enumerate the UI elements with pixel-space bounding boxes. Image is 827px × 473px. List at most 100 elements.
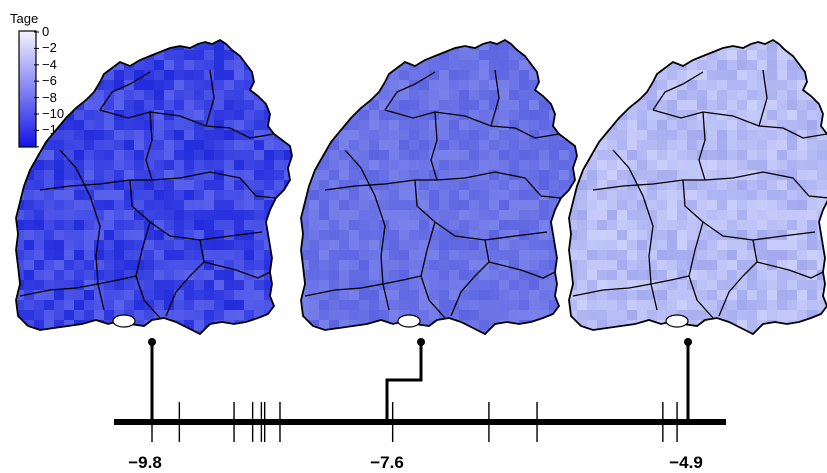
map-cell: [224, 180, 234, 190]
map-cell: [184, 310, 194, 320]
map-cell: [757, 200, 767, 210]
map-cell: [717, 80, 727, 90]
connector-left-dot: [148, 338, 156, 346]
legend-tick-4: −8: [42, 90, 57, 105]
map-cell: [154, 120, 164, 130]
map-cell: [359, 90, 369, 100]
map-cell: [489, 300, 499, 310]
map-cell: [34, 200, 44, 210]
map-cell: [274, 320, 284, 330]
map-cell: [577, 40, 587, 50]
map-cell: [577, 270, 587, 280]
map-cell: [439, 220, 449, 230]
map-cell: [439, 210, 449, 220]
map-cell: [797, 200, 807, 210]
map-cell: [184, 260, 194, 270]
map-cell: [597, 310, 607, 320]
map-cell: [254, 320, 264, 330]
map-cell: [767, 50, 777, 60]
map-cell: [389, 160, 399, 170]
map-cell: [787, 210, 797, 220]
map-cell: [84, 130, 94, 140]
map-cell: [274, 300, 284, 310]
map-cell: [204, 270, 214, 280]
map-cell: [84, 70, 94, 80]
map-cell: [787, 280, 797, 290]
map-cell: [124, 90, 134, 100]
map-cell: [309, 320, 319, 330]
map-cell: [479, 70, 489, 80]
map-cell: [134, 130, 144, 140]
map-cell: [577, 230, 587, 240]
map-cell: [294, 130, 304, 140]
map-cell: [727, 220, 737, 230]
map-cell: [349, 140, 359, 150]
map-cell: [339, 260, 349, 270]
map-cell: [459, 290, 469, 300]
map-cell: [459, 170, 469, 180]
map-cell: [24, 300, 34, 310]
map-cell: [214, 120, 224, 130]
map-cell: [439, 310, 449, 320]
map-cell: [114, 140, 124, 150]
map-cell: [274, 200, 284, 210]
map-cell: [349, 210, 359, 220]
map-cell: [677, 220, 687, 230]
map-cell: [84, 100, 94, 110]
map-cell: [409, 280, 419, 290]
map-cell: [339, 250, 349, 260]
map-cell: [587, 170, 597, 180]
map-cell: [124, 270, 134, 280]
map-cell: [469, 270, 479, 280]
map-cell: [319, 70, 329, 80]
map-cell: [84, 230, 94, 240]
map-cell: [429, 140, 439, 150]
map-cell: [329, 330, 339, 334]
map-cell: [559, 80, 569, 90]
map-cell: [797, 250, 807, 260]
map-cell: [539, 210, 549, 220]
map-cell: [359, 130, 369, 140]
map-cell: [469, 240, 479, 250]
map-cell: [757, 130, 767, 140]
map-cell: [577, 280, 587, 290]
map-cell: [284, 50, 292, 60]
map-cell: [519, 60, 529, 70]
map-cell: [389, 260, 399, 270]
district-boundaries: [19, 69, 277, 319]
map-cell: [64, 230, 74, 240]
map-cell: [144, 170, 154, 180]
map-cell: [657, 310, 667, 320]
map-cell: [399, 140, 409, 150]
map-cell: [154, 140, 164, 150]
map-cell: [767, 90, 777, 100]
map-cell: [479, 260, 489, 270]
map-cell: [359, 160, 369, 170]
map-cell: [301, 250, 309, 260]
map-cell: [74, 150, 84, 160]
map-cell: [479, 250, 489, 260]
map-cell: [479, 170, 489, 180]
map-cells: [569, 40, 827, 334]
map-cell: [777, 120, 787, 130]
map-cell: [559, 40, 569, 50]
map-cell: [777, 80, 787, 90]
map-cell: [657, 110, 667, 120]
map-cell: [164, 80, 174, 90]
map-cell: [16, 150, 24, 160]
map-cell: [389, 230, 399, 240]
map-cell: [234, 130, 244, 140]
map-cell: [309, 70, 319, 80]
map-cell: [767, 230, 777, 240]
map-cell: [707, 220, 717, 230]
map-cell: [379, 50, 389, 60]
map-cell: [224, 140, 234, 150]
map-cell: [777, 130, 787, 140]
map-cell: [469, 170, 479, 180]
map-cell: [329, 70, 339, 80]
map-cell: [539, 250, 549, 260]
map-cell: [667, 230, 677, 240]
map-cell: [134, 120, 144, 130]
map-cell: [717, 200, 727, 210]
map-cell: [687, 270, 697, 280]
